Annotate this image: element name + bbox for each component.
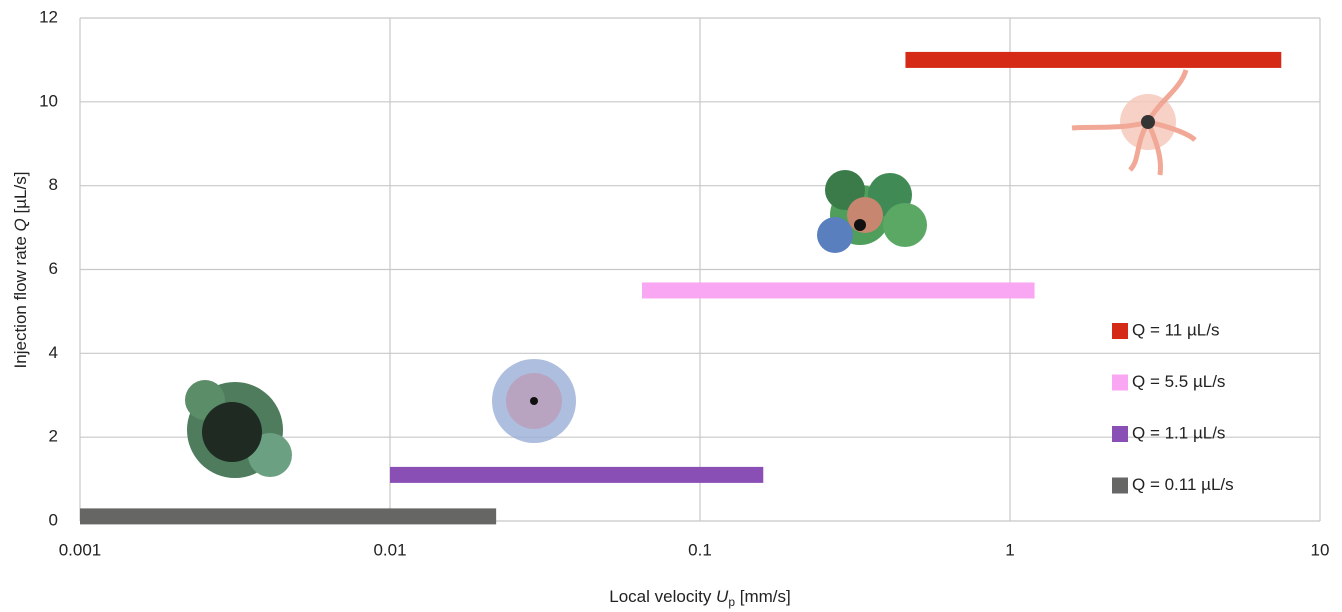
legend-swatch	[1112, 426, 1128, 442]
legend-label: Q = 5.5 µL/s	[1132, 372, 1225, 391]
legend-label: Q = 1.1 µL/s	[1132, 423, 1225, 442]
x-axis-label: Local velocity Up [mm/s]	[609, 587, 790, 609]
bar	[905, 52, 1281, 68]
legend-swatch	[1112, 323, 1128, 339]
x-tick-label: 0.01	[373, 540, 406, 559]
y-tick-label: 0	[49, 510, 58, 529]
x-tick-label: 10	[1311, 540, 1330, 559]
y-axis-label: Injection flow rate Q [µL/s]	[11, 172, 30, 369]
legend-label: Q = 11 µL/s	[1132, 320, 1219, 339]
bar	[642, 282, 1035, 298]
y-tick-label: 6	[49, 259, 58, 278]
legend-swatch	[1112, 375, 1128, 391]
chart: Local velocity Up [mm/s] Injection flow …	[0, 0, 1342, 612]
y-tick-label: 10	[39, 91, 58, 110]
legend-label: Q = 0.11 µL/s	[1132, 475, 1234, 494]
y-tick-label: 12	[39, 7, 58, 26]
pattern-image	[817, 170, 927, 253]
pattern-image	[1072, 70, 1195, 175]
y-tick-label: 4	[49, 343, 58, 362]
y-tick-label: 2	[49, 427, 58, 446]
x-tick-label: 0.001	[59, 540, 102, 559]
x-tick-label: 0.1	[688, 540, 712, 559]
pattern-image	[185, 380, 292, 478]
pattern-image	[492, 359, 576, 443]
bar	[390, 467, 763, 483]
x-tick-label: 1	[1005, 540, 1014, 559]
bar	[80, 508, 496, 524]
pattern-images	[185, 70, 1195, 478]
y-tick-label: 8	[49, 175, 58, 194]
legend-swatch	[1112, 478, 1128, 494]
